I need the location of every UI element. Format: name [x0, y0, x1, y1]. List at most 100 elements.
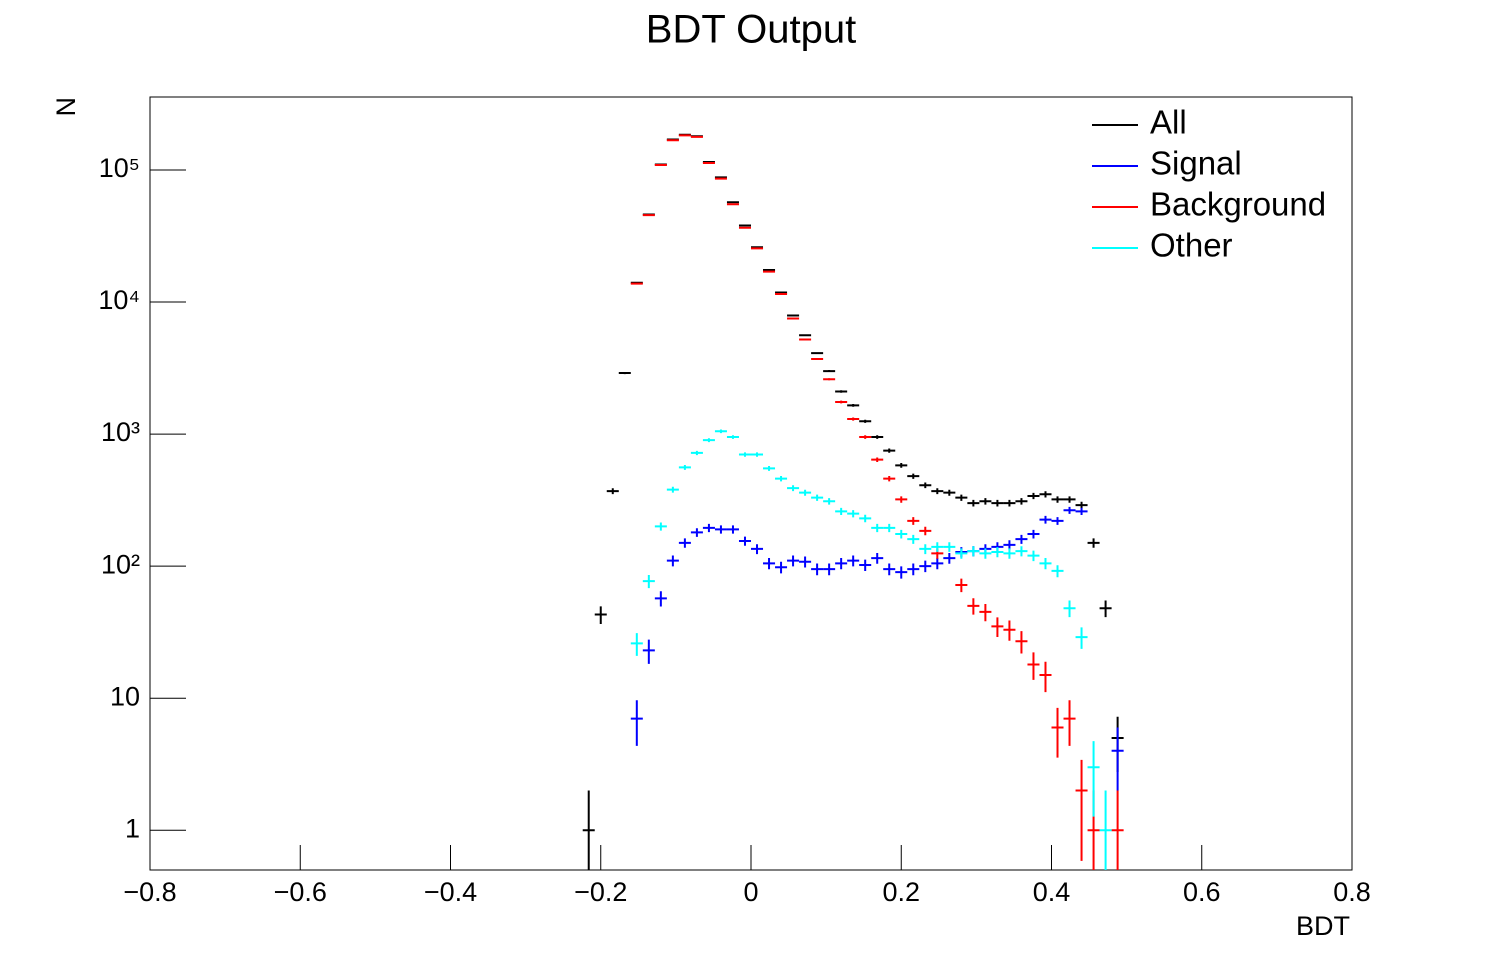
y-tick-label: 10⁴: [98, 285, 140, 315]
y-tick-label: 1: [125, 813, 140, 843]
error-bar: [594, 606, 607, 625]
error-bar: [859, 514, 872, 523]
x-tick-label: −0.4: [424, 877, 477, 907]
error-bar: [751, 544, 764, 555]
error-bar: [702, 523, 715, 533]
x-tick-label: 0.8: [1333, 877, 1371, 907]
error-bar: [654, 522, 667, 531]
error-bar: [871, 523, 884, 533]
error-bar: [871, 553, 884, 564]
error-bar: [895, 496, 908, 503]
error-bar: [1039, 661, 1052, 693]
error-bar: [1003, 548, 1016, 559]
error-bar: [967, 499, 980, 507]
x-tick-label: 0: [743, 877, 758, 907]
error-bar: [979, 498, 992, 505]
error-bar: [787, 317, 800, 320]
error-bar: [811, 563, 824, 576]
error-bar: [1075, 507, 1088, 516]
error-bar: [871, 457, 884, 462]
error-bar: [1063, 506, 1076, 514]
x-tick-label: 0.4: [1033, 877, 1071, 907]
error-bar: [1051, 517, 1064, 525]
error-bar: [1015, 498, 1028, 505]
error-bar: [1003, 540, 1016, 550]
error-bar: [895, 529, 908, 539]
error-bar: [642, 639, 655, 664]
error-bar: [738, 452, 751, 457]
error-bar: [859, 559, 872, 571]
error-bar: [751, 452, 764, 457]
error-bar: [955, 548, 968, 559]
error-bar: [895, 462, 908, 468]
error-bar: [943, 542, 956, 552]
error-bar: [943, 489, 956, 496]
error-bar: [1027, 652, 1040, 680]
error-bar: [654, 591, 667, 607]
error-bar: [1015, 534, 1028, 544]
error-bar: [751, 247, 764, 250]
error-bar: [823, 498, 836, 505]
error-bar: [1063, 600, 1076, 618]
error-bar: [666, 555, 679, 567]
error-bar: [1099, 600, 1112, 618]
error-bar: [1003, 499, 1016, 507]
error-bar: [883, 476, 896, 482]
legend-label: Other: [1150, 227, 1233, 264]
error-bar: [1039, 491, 1052, 498]
error-bar: [738, 226, 751, 229]
legend-label: Background: [1150, 186, 1326, 223]
error-bar: [991, 617, 1004, 637]
error-bar: [799, 338, 812, 341]
error-bar: [835, 400, 848, 404]
error-bar: [967, 598, 980, 615]
error-bar: [666, 486, 679, 493]
error-bar: [726, 435, 739, 439]
error-bar: [775, 476, 788, 482]
error-bar: [1111, 727, 1124, 791]
x-tick-label: 0.2: [882, 877, 920, 907]
error-bar: [763, 268, 776, 271]
error-bar: [714, 429, 727, 434]
error-bar: [991, 547, 1004, 558]
error-bar: [919, 526, 932, 536]
error-bar: [1087, 538, 1100, 548]
error-bar: [582, 790, 595, 870]
error-bar: [883, 523, 896, 533]
x-tick-label: −0.6: [274, 877, 327, 907]
error-bar: [1039, 515, 1052, 524]
error-bar: [775, 561, 788, 574]
error-bar: [763, 270, 776, 273]
error-bar: [690, 528, 703, 537]
error-bar: [1027, 529, 1040, 539]
error-bar: [907, 473, 920, 479]
error-bar: [847, 403, 860, 407]
error-bar: [799, 334, 812, 337]
x-axis-label: BDT: [1296, 911, 1350, 941]
error-bar: [931, 488, 944, 495]
error-bar: [1015, 546, 1028, 557]
legend-label: Signal: [1150, 145, 1242, 182]
x-tick-label: −0.2: [574, 877, 627, 907]
error-bar: [943, 553, 956, 564]
error-bar: [859, 435, 872, 439]
error-bar: [1087, 741, 1100, 817]
error-bar: [811, 358, 824, 361]
error-bar: [775, 293, 788, 296]
error-bar: [787, 555, 800, 567]
error-bar: [835, 390, 848, 393]
error-bar: [823, 563, 836, 576]
x-tick-label: −0.8: [123, 877, 176, 907]
error-bar: [799, 489, 812, 496]
error-bar: [931, 558, 944, 570]
y-tick-label: 10³: [101, 417, 140, 447]
error-bar: [1051, 565, 1064, 578]
error-bar: [847, 510, 860, 518]
error-bar: [859, 419, 872, 423]
error-bar: [883, 448, 896, 453]
error-bar: [895, 566, 908, 579]
y-tick-label: 10: [110, 681, 140, 711]
error-bar: [1015, 631, 1028, 654]
error-bar: [811, 494, 824, 501]
